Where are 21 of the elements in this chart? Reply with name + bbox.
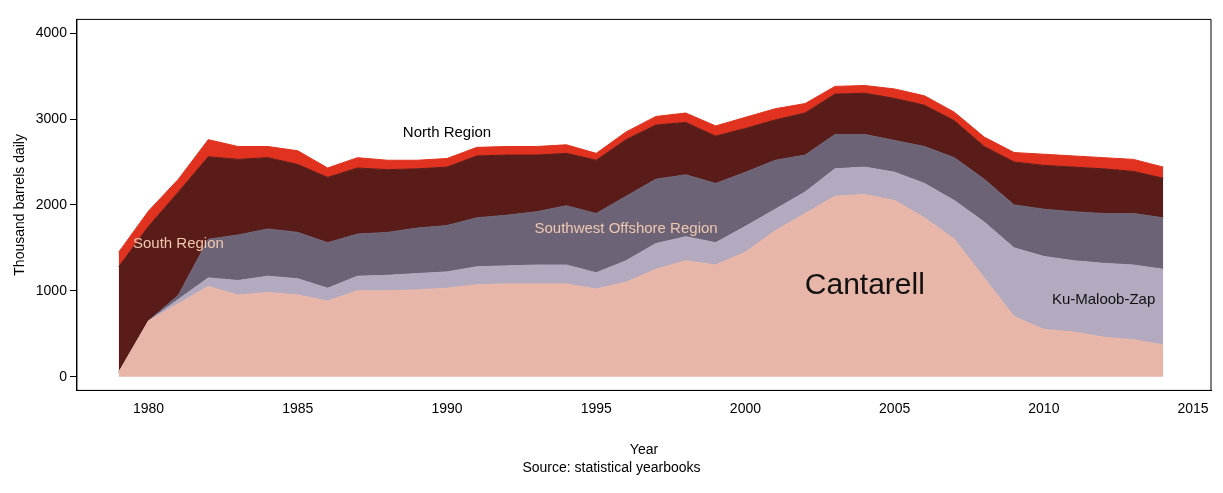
y-tick-label: 0 xyxy=(59,367,68,384)
x-tick-label: 2000 xyxy=(729,399,762,416)
x-tick-label: 2005 xyxy=(879,399,911,416)
series-label: North Region xyxy=(402,122,492,140)
x-tick-label: 1980 xyxy=(132,399,165,416)
x-tick-label: 2010 xyxy=(1028,399,1060,416)
series-label: South Region xyxy=(132,233,224,251)
y-tick-label: 2000 xyxy=(35,195,68,212)
x-tick-label: 1990 xyxy=(431,399,463,416)
x-tick-label: 1985 xyxy=(282,399,314,416)
x-axis-title: Year xyxy=(629,441,659,458)
x-tick-label: 1995 xyxy=(580,399,612,416)
source-note: Source: statistical yearbooks xyxy=(521,459,702,475)
series-label: Cantarell xyxy=(804,266,925,300)
series-label: Ku-Maloob-Zap xyxy=(1051,290,1156,308)
y-tick-label: 3000 xyxy=(35,109,68,126)
x-tick-label: 2015 xyxy=(1177,399,1209,416)
series-label: Southwest Offshore Region xyxy=(534,218,718,236)
y-tick-label: 4000 xyxy=(35,24,68,40)
y-tick-label: 1000 xyxy=(35,281,68,298)
y-axis-title: Thousand barrels daily xyxy=(11,134,28,276)
